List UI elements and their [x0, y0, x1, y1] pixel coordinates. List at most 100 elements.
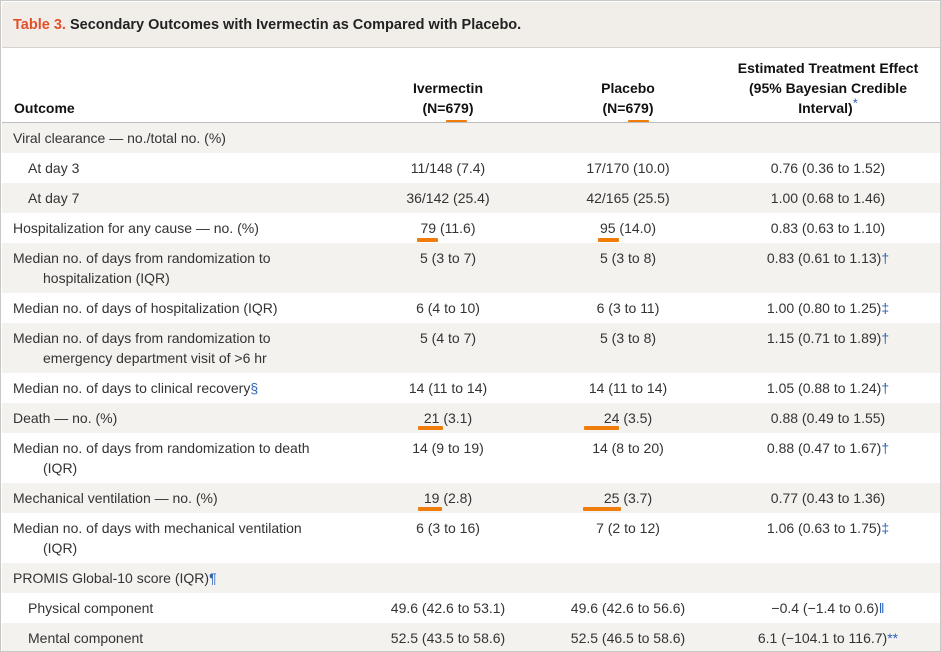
footnote-marker: §: [250, 380, 259, 396]
outcome-cell: At day 7: [28, 190, 80, 206]
highlight-underline: [418, 426, 443, 430]
estimate-value: 1.15 (0.71 to 1.89): [766, 330, 882, 346]
ivermectin-cell: 79 (11.6): [420, 220, 476, 236]
estimate-value: 0.88 (0.47 to 1.67): [766, 440, 882, 456]
ivermectin-cell: 5 (4 to 7): [419, 330, 477, 346]
placebo-cell: 5 (3 to 8): [599, 250, 657, 266]
highlight-underline: [598, 238, 619, 242]
outcome-cell: Hospitalization for any cause — no. (%): [13, 220, 259, 236]
ivermectin-cell: 19 (2.8): [423, 490, 473, 506]
outcome-cell: Viral clearance — no./total no. (%): [13, 130, 226, 146]
outcome-line: Median no. of days from randomization to…: [13, 440, 310, 456]
ivermectin-cell: 36/142 (25.4): [406, 190, 490, 206]
table-row: Median no. of days of hospitalization (I…: [2, 293, 940, 323]
estimate-cell: 0.88 (0.49 to 1.55): [770, 410, 886, 426]
ivermectin-cell: 11/148 (7.4): [410, 160, 486, 176]
estimate-cell: 1.00 (0.80 to 1.25)‡: [718, 298, 938, 318]
estimate-cell: 0.83 (0.61 to 1.13)†: [718, 248, 938, 268]
estimate-value: 1.00 (0.80 to 1.25): [766, 300, 882, 316]
header-estimate-line2: (95% Bayesian Credible: [749, 80, 907, 96]
outcome-cell: Physical component: [28, 600, 154, 616]
outcome-cell: Median no. of days from randomization to…: [13, 438, 343, 478]
estimate-value: 1.05 (0.88 to 1.24): [766, 380, 882, 396]
estimate-cell: 0.88 (0.47 to 1.67)†: [718, 438, 938, 458]
highlight-underline: [417, 238, 438, 242]
placebo-cell: 95 (14.0): [599, 220, 657, 236]
highlight-underline: [584, 426, 619, 430]
ivermectin-cell: 6 (3 to 16): [416, 520, 480, 536]
outcome-cell: Death — no. (%): [13, 410, 118, 426]
placebo-cell: 24 (3.5): [603, 410, 653, 426]
table-title-text: Secondary Outcomes with Ivermectin as Co…: [69, 17, 522, 33]
table-title: Table 3. Secondary Outcomes with Ivermec…: [13, 17, 521, 33]
placebo-cell: 14 (8 to 20): [592, 440, 664, 456]
estimate-value: 0.83 (0.61 to 1.13): [766, 250, 882, 266]
outcome-cell: At day 3: [28, 160, 80, 176]
header-ivermectin-n: (N=679): [422, 100, 474, 116]
header-estimate-line3: Interval)*: [718, 95, 938, 118]
estimate-cell: 0.77 (0.43 to 1.36): [770, 490, 886, 506]
table-row: Median no. of days from randomization to…: [2, 243, 940, 293]
outcome-line-continued: (IQR): [43, 460, 78, 476]
ivermectin-cell: 6 (4 to 10): [416, 300, 480, 316]
table-row: Physical component 49.6 (42.6 to 53.1) 4…: [2, 593, 940, 623]
placebo-cell: 5 (3 to 8): [599, 330, 657, 346]
outcome-line-continued: hospitalization (IQR): [43, 270, 170, 286]
outcome-cell: Median no. of days from randomization to…: [13, 248, 343, 288]
table-row: Mechanical ventilation — no. (%) 19 (2.8…: [2, 483, 940, 513]
estimate-value: 1.06 (0.63 to 1.75): [766, 520, 882, 536]
estimate-cell: 1.00 (0.68 to 1.46): [770, 190, 886, 206]
table-number: Table 3.: [13, 17, 66, 33]
ivermectin-cell: 52.5 (43.5 to 58.6): [390, 630, 506, 646]
footnote-marker: **: [887, 630, 899, 646]
table-row: Median no. of days from randomization to…: [2, 323, 940, 373]
outcome-cell: Median no. of days from randomization to…: [13, 328, 343, 368]
table-row: Median no. of days to clinical recovery§…: [2, 373, 940, 403]
placebo-cell: 42/165 (25.5): [586, 190, 670, 206]
header-placebo-n: (N=679): [602, 100, 654, 116]
header-placebo: Placebo (N=679): [538, 78, 718, 118]
outcome-cell: Median no. of days of hospitalization (I…: [13, 300, 278, 316]
outcome-text: PROMIS Global-10 score (IQR): [13, 570, 210, 586]
placebo-cell: 7 (2 to 12): [596, 520, 660, 536]
table-row: At day 7 36/142 (25.4) 42/165 (25.5) 1.0…: [2, 183, 940, 213]
placebo-cell: 52.5 (46.5 to 58.6): [570, 630, 686, 646]
placebo-cell: 25 (3.7): [603, 490, 653, 506]
footnote-marker: †: [881, 330, 890, 346]
table-row: PROMIS Global-10 score (IQR)¶: [2, 563, 940, 593]
table-row: Hospitalization for any cause — no. (%) …: [2, 213, 940, 243]
placebo-cell: 6 (3 to 11): [596, 300, 660, 316]
footnote-marker: ‖: [878, 600, 885, 616]
footnote-marker: ‡: [881, 520, 890, 536]
table-row: Median no. of days from randomization to…: [2, 433, 940, 483]
header-rule: [2, 122, 940, 123]
ivermectin-cell: 49.6 (42.6 to 53.1): [390, 600, 506, 616]
header-ivermectin: Ivermectin (N=679): [358, 78, 538, 118]
outcome-cell: PROMIS Global-10 score (IQR)¶: [13, 568, 343, 588]
outcome-text: Median no. of days to clinical recovery: [13, 380, 251, 396]
outcome-line: Median no. of days with mechanical venti…: [13, 520, 302, 536]
footnote-marker: ‡: [881, 300, 890, 316]
header-estimate-line1: Estimated Treatment Effect: [737, 60, 919, 76]
footnote-marker: †: [881, 250, 890, 266]
ivermectin-cell: 14 (11 to 14): [408, 380, 488, 396]
outcome-cell: Mental component: [28, 630, 144, 646]
footnote-marker: *: [852, 95, 858, 111]
ivermectin-cell: 14 (9 to 19): [412, 440, 484, 456]
estimate-value: 6.1 (−104.1 to 116.7): [757, 630, 888, 646]
outcome-line: Median no. of days from randomization to: [13, 330, 271, 346]
placebo-cell: 17/170 (10.0): [586, 160, 670, 176]
estimate-cell: −0.4 (−1.4 to 0.6)‖: [718, 598, 938, 618]
estimate-cell: 1.06 (0.63 to 1.75)‡: [718, 518, 938, 538]
ivermectin-cell: 5 (3 to 7): [419, 250, 477, 266]
header-ivermectin-name: Ivermectin: [412, 80, 484, 96]
header-placebo-name: Placebo: [601, 80, 655, 96]
ivermectin-cell: 21 (3.1): [423, 410, 473, 426]
footnote-marker: †: [881, 380, 890, 396]
table-row: Viral clearance — no./total no. (%): [2, 123, 940, 153]
table-title-bar: Table 3. Secondary Outcomes with Ivermec…: [2, 2, 940, 48]
highlight-underline: [583, 507, 621, 511]
estimate-cell: 0.83 (0.63 to 1.10): [770, 220, 886, 236]
outcome-line-continued: (IQR): [43, 540, 78, 556]
